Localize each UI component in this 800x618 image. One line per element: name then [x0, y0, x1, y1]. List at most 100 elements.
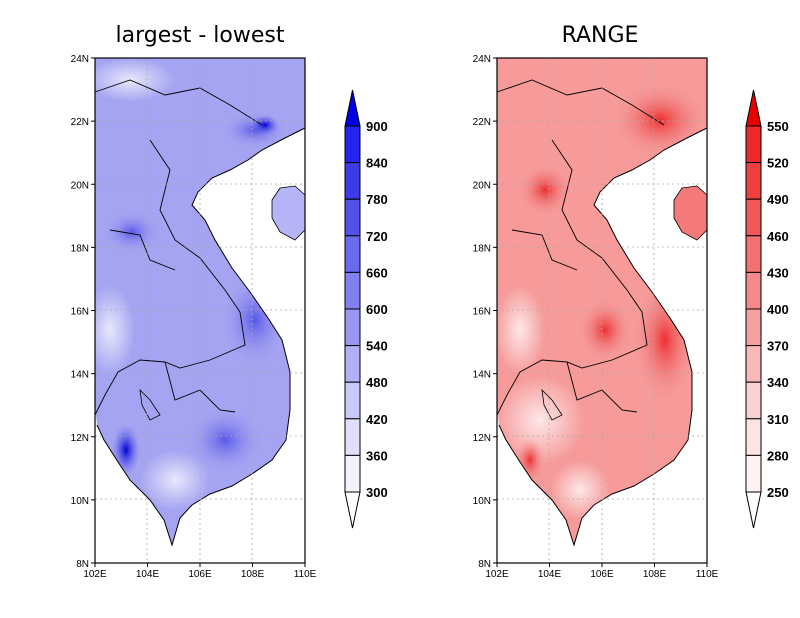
- map-left-high-area: [185, 405, 265, 475]
- colorbar-label: 900: [366, 119, 388, 134]
- colorbar-label: 370: [767, 339, 789, 354]
- map-right-borders: [496, 79, 665, 416]
- colorbar-label: 660: [366, 265, 388, 280]
- map-right-low-area: [497, 375, 585, 465]
- lat-tick-label: 22N: [473, 117, 491, 128]
- map-left-lat-labels: 24N 22N 20N 18N 16N 14N 12N 10N 8N: [71, 54, 95, 570]
- colorbar-top-triangle: [745, 89, 762, 127]
- lat-tick-label: 18N: [473, 243, 491, 254]
- lon-tick-label: 108E: [643, 569, 667, 580]
- colorbar-bin: [745, 162, 762, 200]
- colorbar-label: 280: [767, 448, 789, 463]
- colorbar-label: 300: [366, 485, 388, 500]
- colorbar-label: 250: [767, 485, 789, 500]
- lat-tick-label: 24N: [71, 54, 89, 65]
- colorbar-top-triangle: [344, 89, 361, 127]
- colorbar-bottom-triangle: [344, 491, 361, 529]
- colorbar-bin: [344, 198, 361, 237]
- colorbar-label: 360: [366, 448, 388, 463]
- map-left-low-area: [140, 450, 210, 510]
- map-left-grid: [95, 58, 305, 563]
- colorbar-label: 420: [366, 412, 388, 427]
- map-right: RANGE 24N 22N 20N 18N 16N 14N 12N 10N 8N 102E: [473, 23, 789, 580]
- colorbar-bin: [344, 381, 361, 420]
- colorbar-bin: [745, 418, 762, 456]
- colorbar-bin: [344, 235, 361, 273]
- map-left-colorbar: 900 840 780 720 660 600 540 480 420 360 300: [344, 89, 388, 529]
- lat-tick-label: 14N: [71, 370, 89, 381]
- lat-tick-label: 8N: [76, 559, 89, 570]
- lat-tick-label: 16N: [71, 307, 89, 318]
- lat-tick-label: 24N: [473, 54, 491, 65]
- colorbar-bin: [745, 308, 762, 347]
- colorbar-label: 490: [767, 192, 789, 207]
- colorbar-label: 600: [366, 302, 388, 317]
- colorbar-bin: [344, 454, 361, 493]
- colorbar-label: 480: [366, 375, 388, 390]
- colorbar-label: 550: [767, 119, 789, 134]
- lon-tick-label: 106E: [590, 569, 614, 580]
- colorbar-bin: [745, 198, 762, 237]
- lat-tick-label: 10N: [473, 496, 491, 507]
- map-left-title: largest - lowest: [116, 23, 285, 48]
- lon-tick-label: 102E: [83, 569, 107, 580]
- lon-tick-label: 102E: [485, 569, 509, 580]
- colorbar-bin: [745, 381, 762, 420]
- lon-tick-label: 110E: [294, 569, 317, 580]
- colorbar-label: 780: [366, 192, 388, 207]
- lat-tick-label: 10N: [71, 496, 89, 507]
- colorbar-bin: [344, 345, 361, 383]
- colorbar-bin: [344, 308, 361, 347]
- map-left-lake: [139, 388, 161, 421]
- colorbar-bin: [344, 271, 361, 310]
- colorbar-bin: [745, 235, 762, 273]
- map-right-colorbar: 550 520 490 460 430 400 370 340 310 280 250: [745, 89, 789, 529]
- colorbar-label: 840: [366, 156, 388, 171]
- colorbar-bin: [344, 162, 361, 200]
- map-right-lat-labels: 24N 22N 20N 18N 16N 14N 12N 10N 8N: [473, 54, 497, 570]
- map-left-coastline: [96, 127, 306, 547]
- colorbar-bin: [745, 345, 762, 383]
- map-left-peak-area: [251, 115, 279, 135]
- lon-tick-label: 110E: [696, 569, 719, 580]
- map-right-high-area: [520, 165, 570, 215]
- lat-tick-label: 20N: [473, 180, 491, 191]
- map-left-lon-labels: 102E 104E 106E 108E 110E: [83, 563, 317, 580]
- colorbar-bin: [745, 271, 762, 310]
- lat-tick-label: 22N: [71, 117, 89, 128]
- map-right-high-area: [615, 85, 705, 155]
- colorbar-label: 720: [366, 229, 388, 244]
- map-right-title: RANGE: [562, 23, 639, 48]
- lon-tick-label: 106E: [188, 569, 212, 580]
- colorbar-bin: [745, 125, 762, 164]
- lon-tick-label: 104E: [538, 569, 562, 580]
- lat-tick-label: 18N: [71, 243, 89, 254]
- colorbar-bin: [745, 454, 762, 493]
- colorbar-label: 340: [767, 375, 789, 390]
- lat-tick-label: 12N: [473, 433, 491, 444]
- colorbar-label: 430: [767, 265, 789, 280]
- map-right-lake: [541, 388, 563, 421]
- lon-tick-label: 108E: [241, 569, 265, 580]
- colorbar-label: 310: [767, 412, 789, 427]
- colorbar-label: 540: [366, 339, 388, 354]
- colorbar-bin: [344, 418, 361, 456]
- lat-tick-label: 16N: [473, 307, 491, 318]
- map-left-low-area: [95, 285, 135, 375]
- map-left: largest - lowest 24: [71, 23, 388, 580]
- colorbar-label: 520: [767, 156, 789, 171]
- map-right-coastline: [498, 127, 708, 547]
- map-right-lon-labels: 102E 104E 106E 108E 110E: [485, 563, 719, 580]
- map-right-low-area: [497, 285, 545, 375]
- lat-tick-label: 8N: [478, 559, 491, 570]
- map-right-grid: [497, 58, 707, 563]
- colorbar-bottom-triangle: [745, 491, 762, 529]
- lat-tick-label: 14N: [473, 370, 491, 381]
- lon-tick-label: 104E: [136, 569, 160, 580]
- map-right-high-area: [580, 300, 630, 360]
- lat-tick-label: 12N: [71, 433, 89, 444]
- colorbar-label: 400: [767, 302, 789, 317]
- map-left-borders: [94, 79, 263, 416]
- colorbar-label: 460: [767, 229, 789, 244]
